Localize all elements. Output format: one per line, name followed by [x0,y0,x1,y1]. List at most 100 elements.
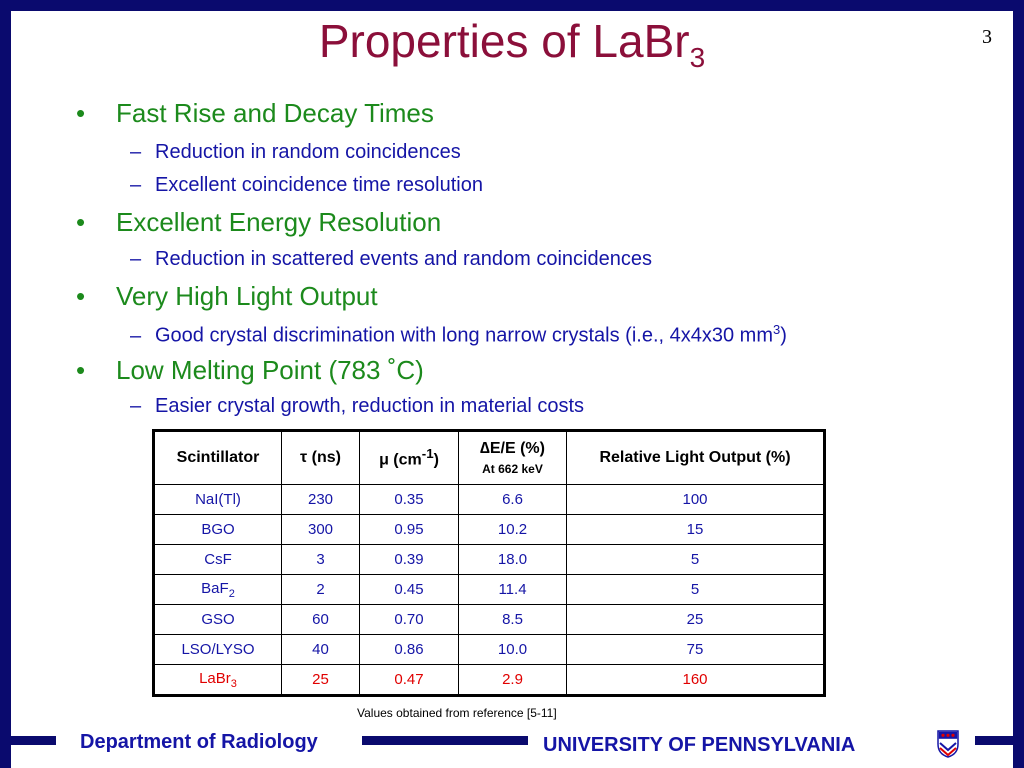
table-cell-text: 25 [312,671,329,688]
table-header-row: Scintillator τ (ns) μ (cm-1) ∆E/E (%) At … [153,430,825,485]
sub-bullet-suffix: ) [780,324,787,347]
table-cell: BaF2 [153,574,282,605]
table-cell: 75 [566,634,825,665]
table-cell-text: 0.39 [394,551,424,568]
table-cell-text: 10.0 [497,641,528,658]
table-cell-text: 0.95 [394,521,424,538]
table-row: BaF2 2 0.45 11.4 5 [153,574,825,605]
table-cell: 0.86 [359,634,459,665]
footer-bar-left [0,736,56,745]
table-cell-text: 5 [690,581,700,598]
penn-shield-icon [937,730,959,758]
table-cell: 11.4 [458,574,567,605]
table-cell: 0.45 [359,574,459,605]
table-cell: 18.0 [458,544,567,575]
table-cell: LaBr3 [153,664,282,696]
sub-bullet-item: – Easier crystal growth, reduction in mat… [130,395,585,417]
sub-bullet-text: Good crystal discrimination with long na… [155,324,773,347]
table-cell-text: 3 [316,551,325,568]
table-cell: 160 [566,664,825,696]
sub-bullet-text: Easier crystal growth, reduction in mate… [155,395,585,417]
table-row: CsF 3 0.39 18.0 5 [153,544,825,575]
table-cell: 0.70 [359,604,459,635]
table-cell-text: 2 [316,581,325,598]
table-cell: 2 [281,574,360,605]
table-cell: 0.95 [359,514,459,545]
table-cell: 25 [281,664,360,696]
table-cell-text: 5 [690,551,700,568]
slide-title: Properties of LaBr3 [0,14,1024,75]
header-energy-resolution: ∆E/E (%) At 662 keV [458,430,567,485]
sub-bullet-item: – Excellent coincidence time resolution [130,174,483,196]
page-number: 3 [982,26,992,48]
header-scintillator: Scintillator [153,430,282,485]
table-cell-subscript: 2 [228,587,235,600]
table-cell-text: 11.4 [498,581,527,598]
bullet-item: • Excellent Energy Resolution [76,207,442,237]
header-mu-text: μ (cm [379,451,422,469]
header-energy-note: At 662 keV [482,462,543,476]
footer-bar-right [975,736,1024,745]
sub-bullet-item: – Reduction in scattered events and rando… [130,248,652,270]
table-cell-text: BGO [201,521,235,538]
table-cell: 0.47 [359,664,459,696]
sub-bullet-item: – Good crystal discrimination with long n… [130,322,787,347]
table-body: NaI(Tl) 230 0.35 6.6 100 BGO 300 0.95 10.2 15 CsF 3… [153,484,825,696]
table-cell-text: 160 [682,671,708,688]
table-cell: CsF [153,544,282,575]
table-cell: 40 [281,634,360,665]
table-cell-text: 15 [686,521,704,538]
table-cell: 6.6 [458,484,567,515]
header-tau: τ (ns) [281,430,360,485]
table-cell-text: NaI(Tl) [195,491,241,508]
table-row: BGO 300 0.95 10.2 15 [153,514,825,545]
table-row: NaI(Tl) 230 0.35 6.6 100 [153,484,825,515]
table-cell-text: 25 [686,611,704,628]
bullet-item: • Fast Rise and Decay Times [76,98,434,128]
frame-top-border [0,0,1024,11]
table-cell-text: CsF [204,551,232,568]
bullet-text: Low Melting Point (783 ˚C) [116,355,424,385]
frame-right-border [1013,0,1024,768]
table-footnote: Values obtained from reference [5-11] [357,706,557,720]
table-cell-text: 100 [682,491,708,508]
table-cell-text: LSO/LYSO [181,641,255,658]
table-cell: 25 [566,604,825,635]
table-cell-text: 8.5 [502,611,523,628]
header-mu-exponent: -1 [421,446,434,462]
header-mu-close: ) [433,451,439,469]
table-cell-text: 18.0 [497,551,528,568]
table-cell-text: 40 [312,641,329,658]
table-cell: 0.35 [359,484,459,515]
table-cell: 8.5 [458,604,567,635]
bullet-text: Very High Light Output [116,281,378,311]
table-cell: 5 [566,544,825,575]
table-cell-subscript: 3 [230,677,237,690]
header-light-output: Relative Light Output (%) [566,430,825,485]
table-cell: 2.9 [458,664,567,696]
scintillator-table: Scintillator τ (ns) μ (cm-1) ∆E/E (%) At … [152,429,826,697]
table-cell: LSO/LYSO [153,634,282,665]
table-cell: 10.2 [458,514,567,545]
table-cell-text: 0.86 [394,641,424,658]
table-cell: 0.39 [359,544,459,575]
sub-bullet-superscript: 3 [773,322,781,337]
table-cell-text: 0.45 [394,581,424,598]
table-cell: 3 [281,544,360,575]
table-cell-text: LaBr [199,669,231,687]
table-cell-text: 6.6 [502,491,523,508]
table-cell: BGO [153,514,282,545]
slide-title-text: Properties of LaBr [318,15,690,67]
sub-bullet-item: – Reduction in random coincidences [130,141,461,163]
university-name: UNIVERSITY OF PENNSYLVANIA [543,734,856,756]
table-cell: 230 [281,484,360,515]
table-cell: 300 [281,514,360,545]
department-name: Department of Radiology [80,731,318,753]
slide-title-subscript: 3 [689,42,706,73]
table-cell: 100 [566,484,825,515]
table-row: LaBr3 25 0.47 2.9 160 [153,664,825,696]
bullet-item: • Low Melting Point (783 ˚C) [76,355,424,385]
table-cell-text: 300 [307,521,334,538]
table-row: LSO/LYSO 40 0.86 10.0 75 [153,634,825,665]
bullet-text: Fast Rise and Decay Times [116,98,434,128]
